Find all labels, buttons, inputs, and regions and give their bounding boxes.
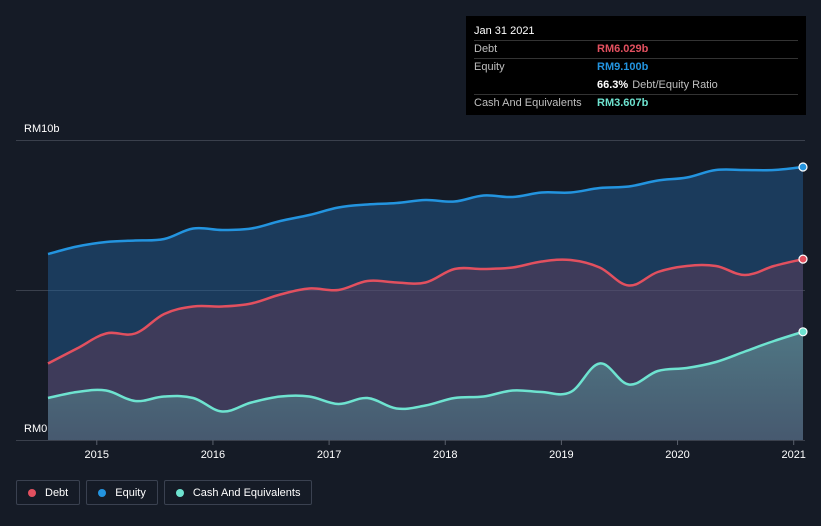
cash-dot-icon [175, 488, 184, 497]
cash-line [47, 330, 804, 413]
equity-line [47, 165, 804, 256]
x-tick-label: 2021 [781, 449, 805, 461]
tooltip-cash-value: RM3.607b [597, 97, 649, 109]
tooltip-ratio-row: 66.3% Debt/Equity Ratio [474, 76, 798, 94]
debt-dot-icon [28, 488, 36, 497]
tooltip-ratio-value: 66.3% [597, 79, 629, 91]
tooltip-cash-row: Cash And Equivalents RM3.607b [474, 94, 798, 112]
y-tick-label: RM10b [24, 123, 59, 135]
tooltip-ratio-label: Debt/Equity Ratio [632, 79, 718, 91]
debt-end-point [798, 254, 808, 264]
debt-line [47, 257, 804, 365]
tooltip-panel: Jan 31 2021 Debt RM6.029b Equity RM9.100… [466, 16, 806, 115]
tooltip-debt-row: Debt RM6.029b [474, 40, 798, 58]
tooltip-debt-value: RM6.029b [597, 43, 649, 55]
legend-item-cash[interactable]: Cash And Equivalents [163, 480, 313, 505]
legend-item-debt[interactable]: Debt [16, 480, 81, 505]
x-tick-label: 2015 [85, 449, 109, 461]
chart-legend: Debt Equity Cash And Equivalents [16, 480, 313, 505]
legend-debt-label: Debt [45, 486, 69, 499]
x-tick-label: 2019 [549, 449, 573, 461]
x-tick-label: 2020 [665, 449, 689, 461]
tooltip-cash-label: Cash And Equivalents [474, 97, 582, 109]
legend-item-equity[interactable]: Equity [86, 480, 158, 505]
cash-area [48, 331, 803, 440]
tooltip-equity-row: Equity RM9.100b [474, 58, 798, 76]
tooltip-debt-label: Debt [474, 43, 498, 55]
equity-dot-icon [98, 488, 107, 497]
tooltip-date: Jan 31 2021 [474, 25, 535, 37]
tooltip-equity-value: RM9.100b [597, 61, 649, 73]
x-tick-label: 2018 [433, 449, 457, 461]
legend-equity-label: Equity [115, 486, 146, 499]
equity-end-point [798, 162, 808, 172]
cash-end-point [798, 327, 808, 337]
y-tick-label: RM0 [24, 423, 47, 435]
x-tick-label: 2017 [317, 449, 341, 461]
x-tick-label: 2016 [201, 449, 225, 461]
tooltip-equity-label: Equity [474, 61, 505, 73]
legend-cash-label: Cash And Equivalents [192, 486, 301, 499]
